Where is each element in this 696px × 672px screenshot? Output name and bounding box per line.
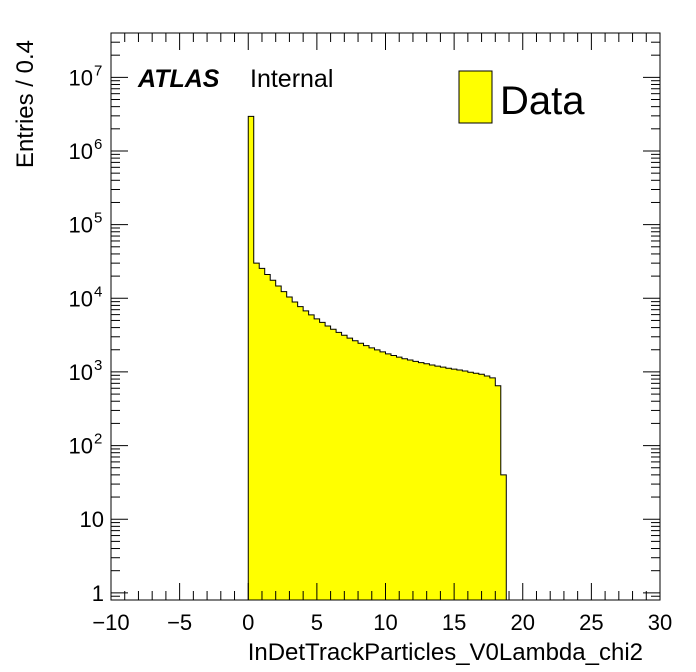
y-tick-label-exponent: 5	[94, 210, 102, 227]
x-axis-label: InDetTrackParticles_V0Lambda_chi2	[248, 639, 643, 666]
y-axis-label: Entries / 0.4	[12, 40, 39, 168]
x-tick-label: 5	[311, 610, 323, 635]
y-axis-ticks	[111, 32, 660, 601]
y-tick-label: 1	[92, 581, 104, 606]
legend-label: Data	[500, 79, 585, 123]
y-tick-label-base: 10	[69, 65, 93, 90]
y-tick-label-exponent: 7	[94, 62, 102, 79]
x-tick-label: 25	[579, 610, 603, 635]
y-tick-label: 10	[80, 507, 104, 532]
y-tick-label-base: 10	[69, 139, 93, 164]
x-tick-label: 20	[511, 610, 535, 635]
y-tick-label-exponent: 6	[94, 136, 102, 153]
x-tick-label: 15	[442, 610, 466, 635]
x-axis-ticks	[110, 33, 661, 600]
y-tick-label-exponent: 4	[94, 283, 102, 300]
y-tick-label-exponent: 2	[94, 431, 102, 448]
x-tick-label: 0	[242, 610, 254, 635]
y-tick-label-exponent: 3	[94, 357, 102, 374]
x-axis-tick-labels: −10 −5 0 5 10 15 20 25 30	[92, 610, 672, 635]
y-tick-label-base: 10	[69, 360, 93, 385]
y-tick-label-base: 10	[69, 286, 93, 311]
internal-label: Internal	[250, 65, 333, 93]
x-tick-label: 30	[648, 610, 672, 635]
y-tick-label-base: 10	[69, 434, 93, 459]
y-tick-label-base: 10	[69, 213, 93, 238]
x-tick-label: −10	[92, 610, 129, 635]
x-tick-label: −5	[167, 610, 192, 635]
histogram-outline	[247, 115, 507, 600]
x-tick-label: 10	[373, 610, 397, 635]
atlas-label: ATLAS	[137, 65, 220, 93]
legend-swatch	[458, 70, 493, 124]
histogram-fill	[248, 116, 507, 600]
